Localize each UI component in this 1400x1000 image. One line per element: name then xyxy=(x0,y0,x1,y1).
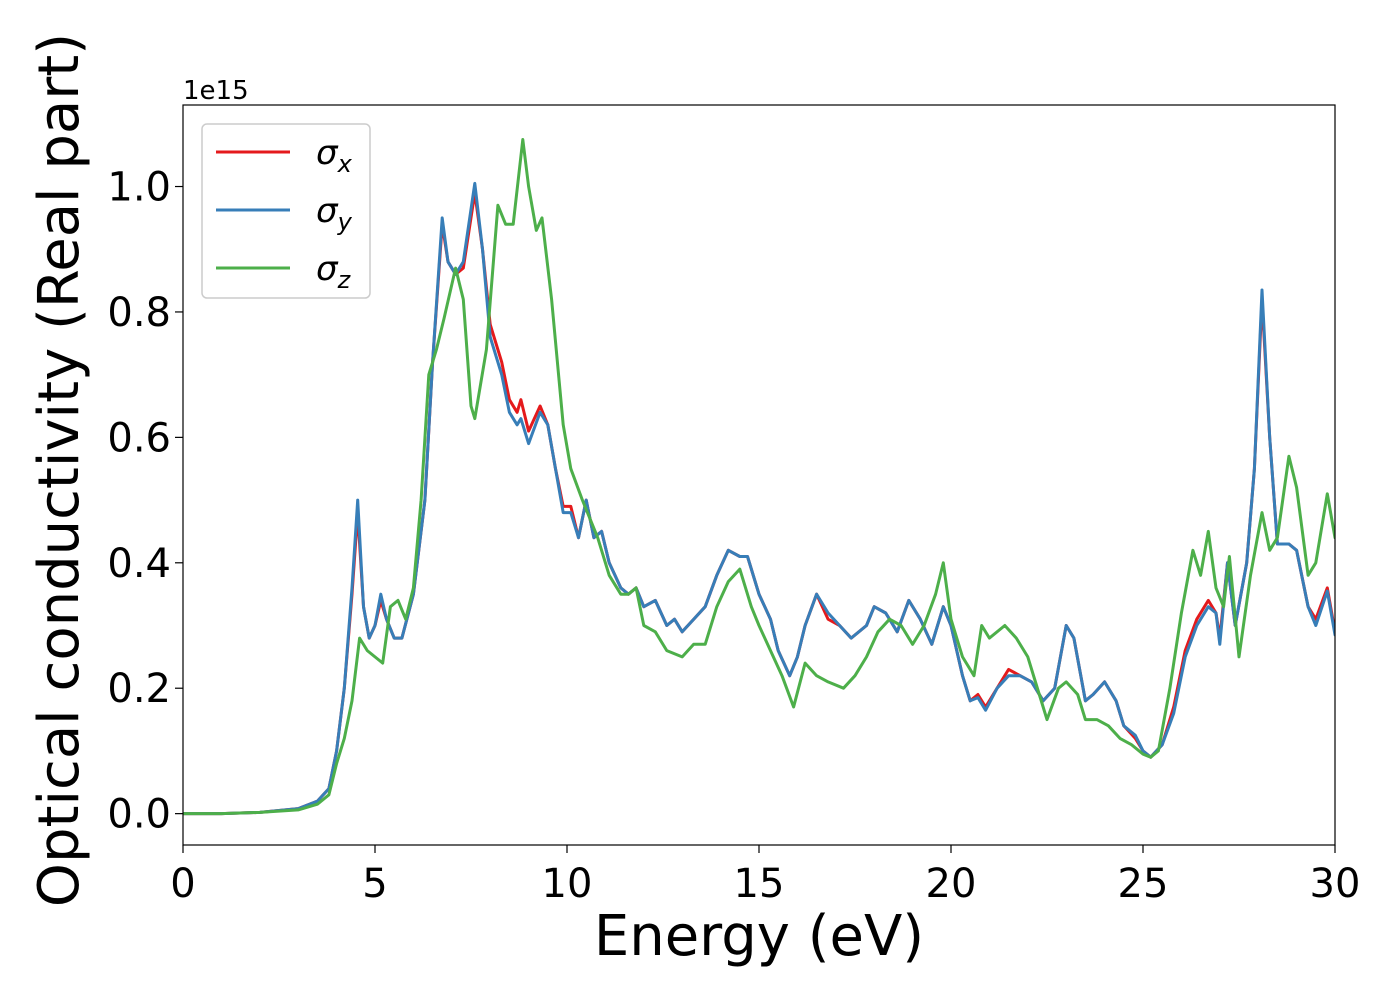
legend-label-subscript: z xyxy=(337,266,352,294)
x-tick-label: 15 xyxy=(734,861,785,907)
y-axis: 0.0 0.2 0.4 0.6 0.8 1.0 xyxy=(107,165,183,838)
legend-label-y: σy xyxy=(316,191,353,236)
legend-label-x: σx xyxy=(316,133,353,178)
x-tick-label: 10 xyxy=(542,861,593,907)
y-tick-label: 0.0 xyxy=(107,792,171,838)
legend-label-subscript: y xyxy=(337,208,353,236)
x-tick-label: 5 xyxy=(362,861,387,907)
legend-label-subscript: x xyxy=(337,150,353,178)
y-axis-label: Optical conductivity (Real part) xyxy=(27,33,92,907)
y-tick-label: 0.8 xyxy=(107,290,171,336)
x-axis: 0 5 10 15 20 25 30 xyxy=(170,845,1360,907)
series-line-z xyxy=(183,138,1335,816)
legend-label-base: σ xyxy=(316,191,339,231)
y-axis-scale-label: 1e15 xyxy=(183,76,249,106)
legend-label-base: σ xyxy=(316,249,339,289)
x-tick-label: 30 xyxy=(1310,861,1361,907)
y-tick-label: 0.6 xyxy=(107,415,171,461)
y-tick-label: 0.2 xyxy=(107,666,171,712)
y-tick-label: 0.4 xyxy=(107,541,171,587)
y-tick-label: 1.0 xyxy=(107,165,171,211)
x-tick-label: 25 xyxy=(1118,861,1169,907)
legend-label-base: σ xyxy=(316,133,339,173)
series-layer xyxy=(183,138,1335,816)
x-tick-label: 20 xyxy=(926,861,977,907)
legend-label-z: σz xyxy=(316,249,352,294)
x-axis-label: Energy (eV) xyxy=(594,904,924,969)
x-tick-label: 0 xyxy=(170,861,195,907)
